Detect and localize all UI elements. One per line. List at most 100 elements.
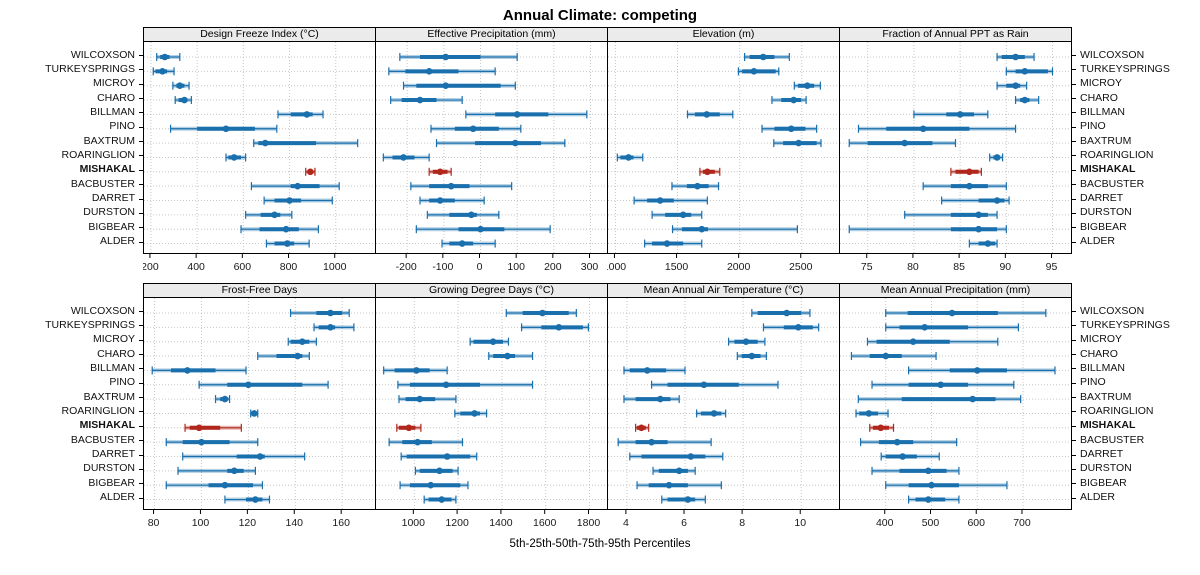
- axis-tick-label: 1000: [323, 261, 347, 273]
- site-label: TURKEYSPRINGS: [45, 62, 135, 75]
- site-label: ALDER: [1080, 491, 1116, 504]
- site-label: ROARINGLION: [1080, 148, 1154, 161]
- axis-tick-label: 80: [907, 261, 919, 273]
- row-tick-mark: [1072, 368, 1076, 370]
- axis-tick-label: 100: [192, 517, 210, 529]
- site-label: BACBUSTER: [1080, 433, 1145, 446]
- panel-header: Effective Precipitation (mm): [375, 27, 608, 42]
- row-tick-mark: [139, 325, 143, 327]
- axis-tick-label: 95: [1046, 261, 1058, 273]
- row-tick-mark: [1072, 468, 1076, 470]
- panel-7: Mean Annual Precipitation (mm) 400 500 600 7…: [839, 283, 1072, 536]
- row-tick-mark: [1072, 311, 1076, 312]
- row-tick-mark: [1072, 141, 1076, 143]
- site-label: MICROY: [93, 333, 135, 346]
- row-tick-mark: [1072, 382, 1076, 384]
- site-label: DARRET: [1080, 192, 1124, 204]
- site-label: PINO: [109, 120, 135, 133]
- site-label: BIGBEAR: [88, 220, 135, 233]
- row-tick-mark: [1072, 411, 1076, 413]
- panel-x-axis: 4 6 8 10: [607, 510, 840, 536]
- row-tick-mark: [139, 311, 143, 312]
- site-label: BAXTRUM: [1080, 134, 1132, 147]
- panel-x-axis: -200 -100 0 100 200 300: [375, 254, 608, 280]
- row-tick-mark: [1072, 497, 1076, 499]
- row-tick-mark: [1072, 227, 1076, 229]
- panel-plot-area: [607, 298, 840, 510]
- axis-tick-label: 200: [544, 261, 562, 273]
- row-tick-mark: [139, 339, 143, 341]
- panel-header: Mean Annual Air Temperature (°C): [607, 283, 840, 298]
- axis-tick-label: 10: [794, 517, 806, 529]
- panel-x-axis: 200 400 600 800 1000: [143, 254, 376, 280]
- site-label: PINO: [1080, 120, 1106, 133]
- row-tick-mark: [139, 425, 143, 427]
- site-label: BAXTRUM: [83, 390, 135, 403]
- row-tick-mark: [139, 497, 143, 499]
- row-tick-mark: [1072, 98, 1076, 100]
- row-tick-mark: [1072, 169, 1076, 171]
- panel-6: Mean Annual Air Temperature (°C) 4 6 8 10: [607, 283, 840, 536]
- site-label: CHARO: [1080, 91, 1118, 104]
- row-tick-mark: [1072, 126, 1076, 128]
- site-label: ALDER: [99, 491, 135, 504]
- panel-plot-area: [839, 42, 1072, 254]
- panel-1: Effective Precipitation (mm) -200 -100 0 100…: [375, 27, 608, 280]
- axis-tick-label: -100: [432, 261, 453, 273]
- axis-tick-label: 1500: [665, 261, 689, 273]
- axis-tick-label: 800: [280, 261, 298, 273]
- row-tick-mark: [1072, 325, 1076, 327]
- panel-plot-area: [375, 298, 608, 510]
- row-tick-mark: [139, 198, 143, 200]
- site-label: CHARO: [1080, 347, 1118, 360]
- panel-plot-area: [143, 42, 376, 254]
- site-label: MISHAKAL: [79, 419, 135, 432]
- axis-tick-label: 1600: [533, 517, 557, 529]
- site-label: BILLMAN: [1080, 105, 1125, 118]
- site-label: DURSTON: [83, 206, 135, 219]
- row-tick-mark: [1072, 339, 1076, 341]
- axis-tick-label: 2500: [789, 261, 813, 273]
- axis-tick-label: 140: [285, 517, 303, 529]
- axis-tick-label: 600: [234, 261, 252, 273]
- axis-tick-label: 200: [143, 261, 159, 273]
- panel-x-axis: 1000 1500 2000 2500: [607, 254, 840, 280]
- row-tick-mark: [139, 440, 143, 442]
- site-label-column-right: WILCOXSON TURKEYSPRINGS MICROY CHARO BILLMAN…: [1072, 283, 1199, 507]
- axis-tick-label: 1000: [607, 261, 626, 273]
- row-tick-mark: [1072, 83, 1076, 85]
- axis-tick-label: 4: [623, 517, 629, 529]
- axis-tick-label: 300: [581, 261, 599, 273]
- site-label: PINO: [1080, 376, 1106, 389]
- site-label-column-left: WILCOXSON TURKEYSPRINGS MICROY CHARO BILLMAN…: [0, 27, 143, 251]
- axis-tick-label: 700: [1013, 517, 1031, 529]
- site-label: ROARINGLION: [1080, 404, 1154, 417]
- site-label: DARRET: [91, 448, 135, 460]
- axis-tick-label: 85: [953, 261, 965, 273]
- figure-title: Annual Climate: competing: [502, 7, 698, 24]
- row-tick-mark: [1072, 69, 1076, 71]
- row-tick-mark: [1072, 212, 1076, 214]
- site-label: BIGBEAR: [1080, 476, 1127, 489]
- row-tick-mark: [139, 241, 143, 243]
- site-label: BILLMAN: [90, 361, 135, 374]
- panel-row-top: WILCOXSON TURKEYSPRINGS MICROY CHARO BILLMAN…: [0, 27, 1200, 280]
- axis-tick-label: 75: [861, 261, 873, 273]
- site-label: BILLMAN: [1080, 361, 1125, 374]
- row-tick-mark: [1072, 112, 1076, 114]
- row-tick-mark: [1072, 55, 1076, 56]
- panel-x-axis: 1000 1200 1400 1600 1800: [375, 510, 608, 536]
- site-label: PINO: [109, 376, 135, 389]
- row-tick-mark: [1072, 440, 1076, 442]
- row-tick-mark: [139, 155, 143, 157]
- site-label: MICROY: [1080, 333, 1122, 346]
- panel-header: Mean Annual Precipitation (mm): [839, 283, 1072, 298]
- site-label: CHARO: [97, 347, 135, 360]
- row-tick-mark: [1072, 483, 1076, 485]
- panel-row-bottom: WILCOXSON TURKEYSPRINGS MICROY CHARO BILLMAN…: [0, 283, 1200, 536]
- row-tick-mark: [139, 141, 143, 143]
- row-tick-mark: [139, 98, 143, 100]
- row-tick-mark: [139, 112, 143, 114]
- panel-4: Frost-Free Days 80 100 120 140 160: [143, 283, 376, 536]
- row-tick-mark: [139, 227, 143, 229]
